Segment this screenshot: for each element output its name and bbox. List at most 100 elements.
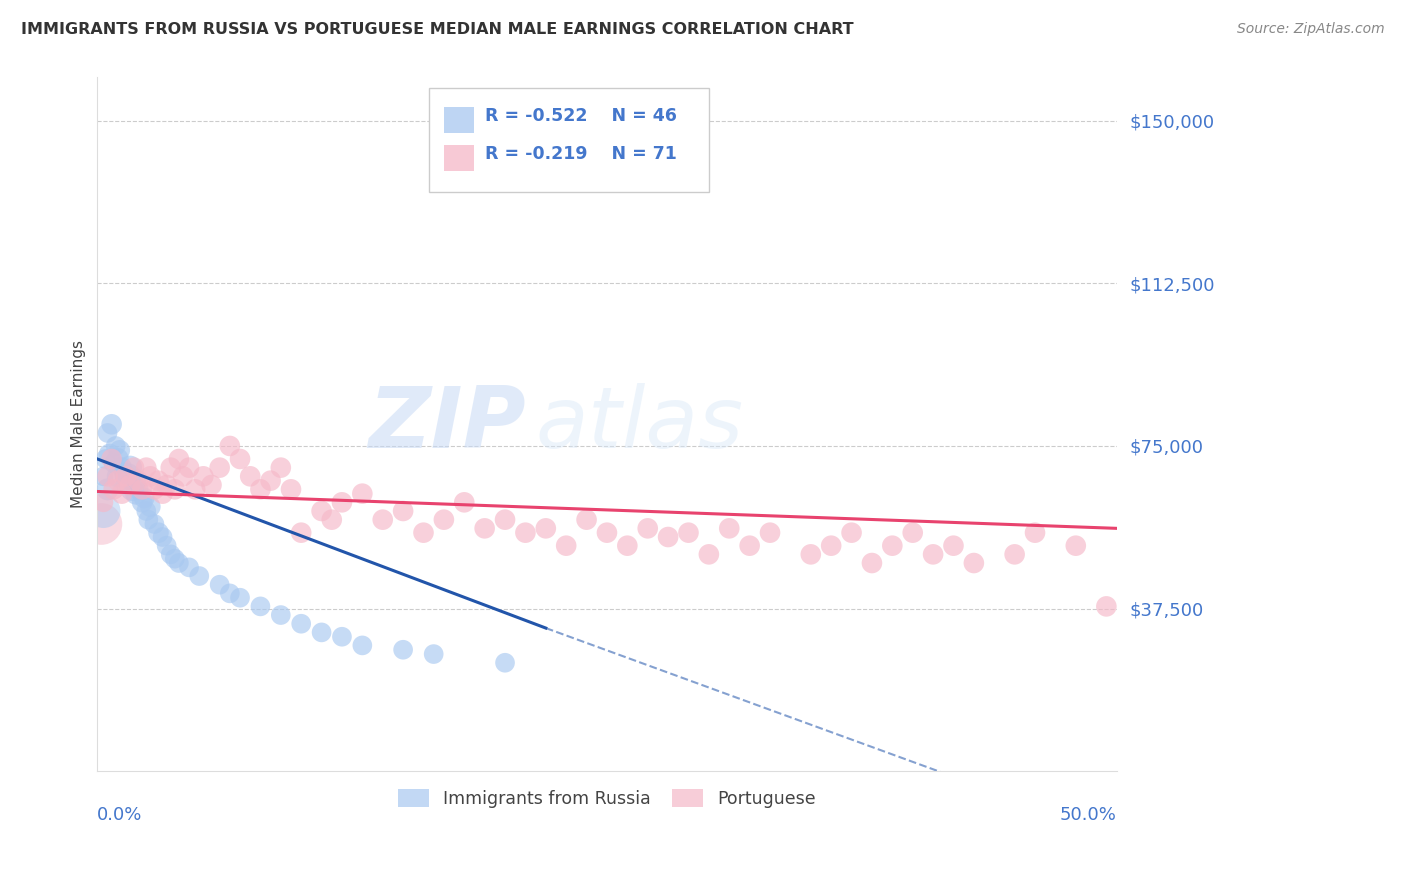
Point bbox=[412, 525, 434, 540]
Point bbox=[433, 513, 456, 527]
Point bbox=[352, 486, 374, 500]
Point bbox=[100, 417, 122, 432]
Point bbox=[311, 625, 333, 640]
Point bbox=[90, 516, 112, 531]
Point bbox=[555, 539, 578, 553]
Point bbox=[121, 483, 143, 497]
Point bbox=[494, 513, 516, 527]
Point bbox=[759, 525, 782, 540]
Point bbox=[229, 591, 252, 605]
Point bbox=[239, 469, 262, 483]
Point bbox=[139, 469, 162, 483]
Point bbox=[107, 474, 129, 488]
Point bbox=[143, 516, 166, 531]
Point bbox=[229, 452, 252, 467]
Point bbox=[118, 478, 141, 492]
Point bbox=[103, 456, 125, 470]
Bar bbox=[444, 106, 474, 133]
Point bbox=[111, 486, 134, 500]
Point bbox=[942, 539, 965, 553]
Point bbox=[280, 483, 302, 497]
Text: R = -0.522    N = 46: R = -0.522 N = 46 bbox=[485, 106, 676, 125]
Point bbox=[697, 547, 720, 561]
Point bbox=[177, 560, 200, 574]
Point bbox=[118, 460, 141, 475]
Point bbox=[193, 469, 215, 483]
Point bbox=[131, 495, 153, 509]
Point bbox=[184, 483, 207, 497]
Text: IMMIGRANTS FROM RUSSIA VS PORTUGUESE MEDIAN MALE EARNINGS CORRELATION CHART: IMMIGRANTS FROM RUSSIA VS PORTUGUESE MED… bbox=[21, 22, 853, 37]
Point bbox=[104, 439, 127, 453]
Point bbox=[107, 452, 129, 467]
Text: Source: ZipAtlas.com: Source: ZipAtlas.com bbox=[1237, 22, 1385, 37]
Point bbox=[218, 439, 240, 453]
Point bbox=[330, 495, 353, 509]
Point bbox=[422, 647, 444, 661]
Point bbox=[575, 513, 598, 527]
Point bbox=[290, 616, 312, 631]
Point bbox=[311, 504, 333, 518]
Point bbox=[100, 452, 122, 467]
Point bbox=[616, 539, 638, 553]
Point bbox=[718, 521, 741, 535]
Point bbox=[98, 448, 121, 462]
Point bbox=[392, 642, 415, 657]
Point bbox=[678, 525, 700, 540]
Point bbox=[290, 525, 312, 540]
FancyBboxPatch shape bbox=[429, 87, 709, 192]
Point bbox=[156, 478, 179, 492]
Point bbox=[596, 525, 619, 540]
Point bbox=[371, 513, 394, 527]
Text: ZIP: ZIP bbox=[368, 383, 526, 466]
Point bbox=[93, 469, 115, 483]
Point bbox=[637, 521, 659, 535]
Y-axis label: Median Male Earnings: Median Male Earnings bbox=[72, 340, 86, 508]
Point bbox=[111, 460, 134, 475]
Point bbox=[657, 530, 679, 544]
Point bbox=[159, 547, 181, 561]
Point bbox=[93, 504, 115, 518]
Point bbox=[1004, 547, 1026, 561]
Point bbox=[163, 551, 186, 566]
Point bbox=[156, 539, 179, 553]
Point bbox=[139, 500, 162, 514]
Text: 50.0%: 50.0% bbox=[1060, 805, 1116, 824]
Point bbox=[208, 460, 231, 475]
Text: 0.0%: 0.0% bbox=[97, 805, 143, 824]
Point bbox=[152, 486, 174, 500]
Point bbox=[352, 639, 374, 653]
Point bbox=[963, 556, 986, 570]
Point bbox=[188, 569, 211, 583]
Point bbox=[474, 521, 496, 535]
Point bbox=[901, 525, 924, 540]
Point bbox=[270, 608, 292, 623]
Point bbox=[515, 525, 537, 540]
Point bbox=[93, 495, 115, 509]
Text: atlas: atlas bbox=[536, 383, 744, 466]
Point bbox=[167, 452, 190, 467]
Point bbox=[96, 469, 118, 483]
Point bbox=[392, 504, 415, 518]
Point bbox=[135, 504, 157, 518]
Point bbox=[534, 521, 557, 535]
Point bbox=[249, 599, 271, 614]
Point bbox=[96, 425, 118, 440]
Point bbox=[127, 474, 149, 488]
Point bbox=[127, 483, 149, 497]
Point bbox=[841, 525, 863, 540]
Point bbox=[115, 478, 138, 492]
Point bbox=[112, 465, 135, 479]
Point bbox=[453, 495, 475, 509]
Point bbox=[800, 547, 823, 561]
Point bbox=[122, 474, 145, 488]
Point bbox=[148, 474, 170, 488]
Point bbox=[103, 483, 125, 497]
Point bbox=[494, 656, 516, 670]
Point bbox=[131, 483, 153, 497]
Point bbox=[249, 483, 271, 497]
Point bbox=[117, 469, 139, 483]
Point bbox=[820, 539, 842, 553]
Point bbox=[321, 513, 343, 527]
Point bbox=[259, 474, 281, 488]
Point bbox=[125, 486, 148, 500]
